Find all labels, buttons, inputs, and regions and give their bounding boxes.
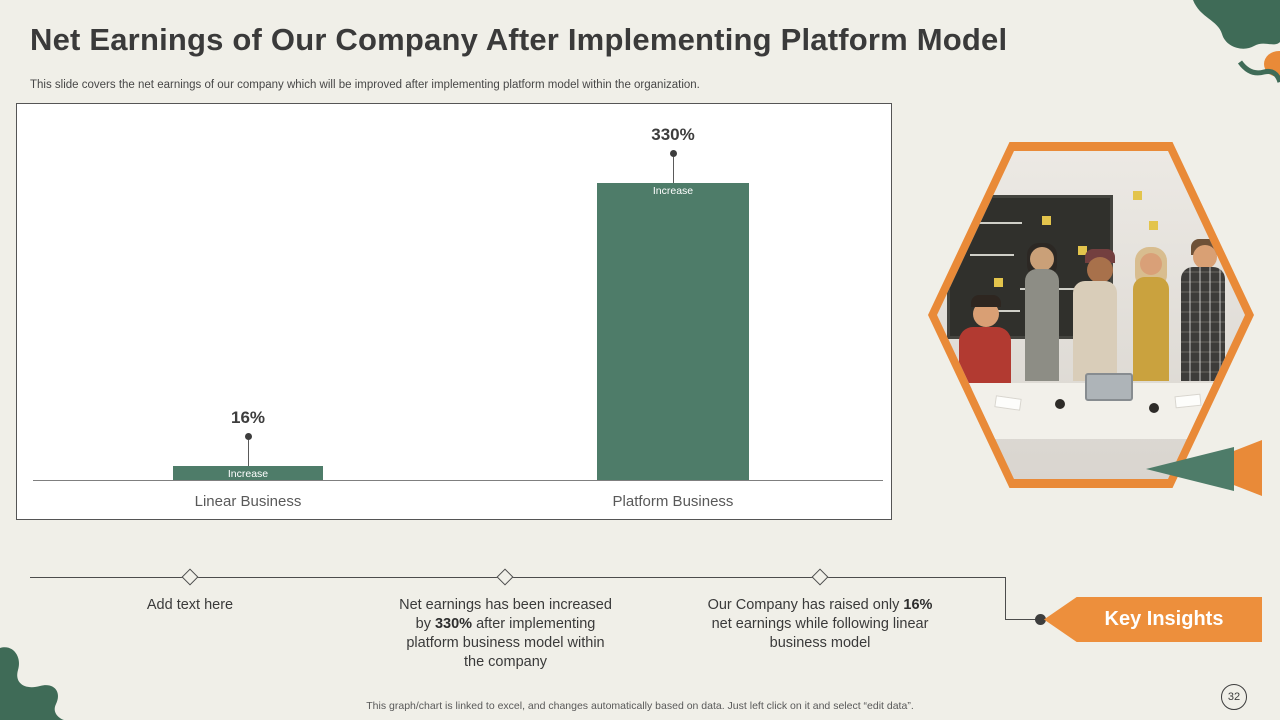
person-figure — [1181, 267, 1225, 381]
key-insights-label: Key Insights — [1104, 608, 1224, 630]
value-marker-stem — [672, 157, 674, 183]
slide-subtitle: This slide covers the net earnings of ou… — [30, 79, 700, 91]
page-title: Net Earnings of Our Company After Implem… — [30, 22, 1008, 57]
note-text: after implementing platform business mod… — [406, 616, 605, 670]
note-text: Our Company has raised only — [707, 597, 904, 613]
footer-note: This graph/chart is linked to excel, and… — [366, 700, 914, 712]
coffee-cup — [1149, 403, 1159, 413]
sticky-note — [1133, 191, 1142, 200]
sticky-note — [1149, 221, 1158, 230]
bar-platform-business[interactable]: Increase — [597, 183, 749, 480]
timeline-connector-vertical — [1005, 577, 1006, 620]
person-figure — [1133, 277, 1169, 381]
note-text: Add text here — [146, 597, 234, 613]
bar-column-platform-business: 330% Increase — [597, 112, 749, 480]
person-figure — [959, 327, 1011, 389]
person-head — [1140, 253, 1162, 275]
timeline-marker-1 — [181, 568, 199, 586]
coffee-cup — [1055, 399, 1065, 409]
timeline-connector-horizontal — [1005, 619, 1039, 620]
timeline-end-dot — [1035, 614, 1046, 625]
laptop — [1085, 373, 1133, 401]
value-marker-dot — [669, 150, 677, 157]
value-label: 330% — [651, 125, 695, 144]
timeline-marker-2 — [496, 568, 514, 586]
bar-linear-business[interactable]: Increase — [173, 466, 323, 480]
category-label-linear-business: Linear Business — [194, 493, 302, 510]
sticky-note — [994, 278, 1003, 287]
category-label-platform-business: Platform Business — [612, 493, 734, 510]
person-figure — [1073, 281, 1117, 381]
chalk-line — [964, 222, 1022, 224]
page-number: 32 — [1227, 691, 1241, 703]
bar-segment-label: Increase — [652, 185, 694, 197]
timeline-note-3: Our Company has raised only 16% net earn… — [700, 596, 940, 653]
key-insights-banner: Key Insights — [1044, 597, 1262, 642]
corner-blob-bottom-left — [0, 647, 64, 720]
team-photo — [937, 151, 1245, 479]
timeline-note-2: Net earnings has been increased by 330% … — [398, 596, 613, 672]
timeline-note-1: Add text here — [85, 596, 295, 615]
bar-segment-label: Increase — [227, 468, 269, 480]
person-head — [1193, 245, 1217, 269]
timeline-marker-3 — [811, 568, 829, 586]
green-squiggle — [1237, 60, 1280, 83]
green-blob — [1193, 0, 1280, 49]
chalk-line — [970, 254, 1014, 256]
person-hair — [971, 295, 1001, 307]
person-head — [1087, 257, 1113, 283]
sticky-note — [1078, 246, 1087, 255]
hexagon-photo-frame — [928, 142, 1254, 488]
sticky-note — [1042, 216, 1051, 225]
person-figure — [1025, 269, 1059, 381]
value-marker-dot — [244, 433, 252, 440]
bar-chart[interactable]: 16% Increase 330% Increase Linear Busine… — [16, 103, 892, 520]
corner-blob-top-right — [1193, 0, 1280, 83]
green-blob — [0, 647, 64, 720]
bar-column-linear-business: 16% Increase — [173, 112, 323, 480]
person-head — [1030, 247, 1054, 271]
timeline-line — [30, 577, 1006, 578]
note-text: net earnings while following linear busi… — [711, 616, 929, 651]
note-bold: 330% — [434, 616, 473, 632]
value-marker-stem — [247, 440, 249, 466]
value-label: 16% — [230, 408, 266, 427]
note-text: Net earnings has been increased by — [399, 597, 612, 632]
page-number-badge: 32 — [1221, 684, 1247, 710]
chart-plot-area: 16% Increase 330% Increase — [33, 112, 883, 481]
chalk-line — [980, 310, 1020, 312]
note-bold: 16% — [903, 597, 933, 613]
